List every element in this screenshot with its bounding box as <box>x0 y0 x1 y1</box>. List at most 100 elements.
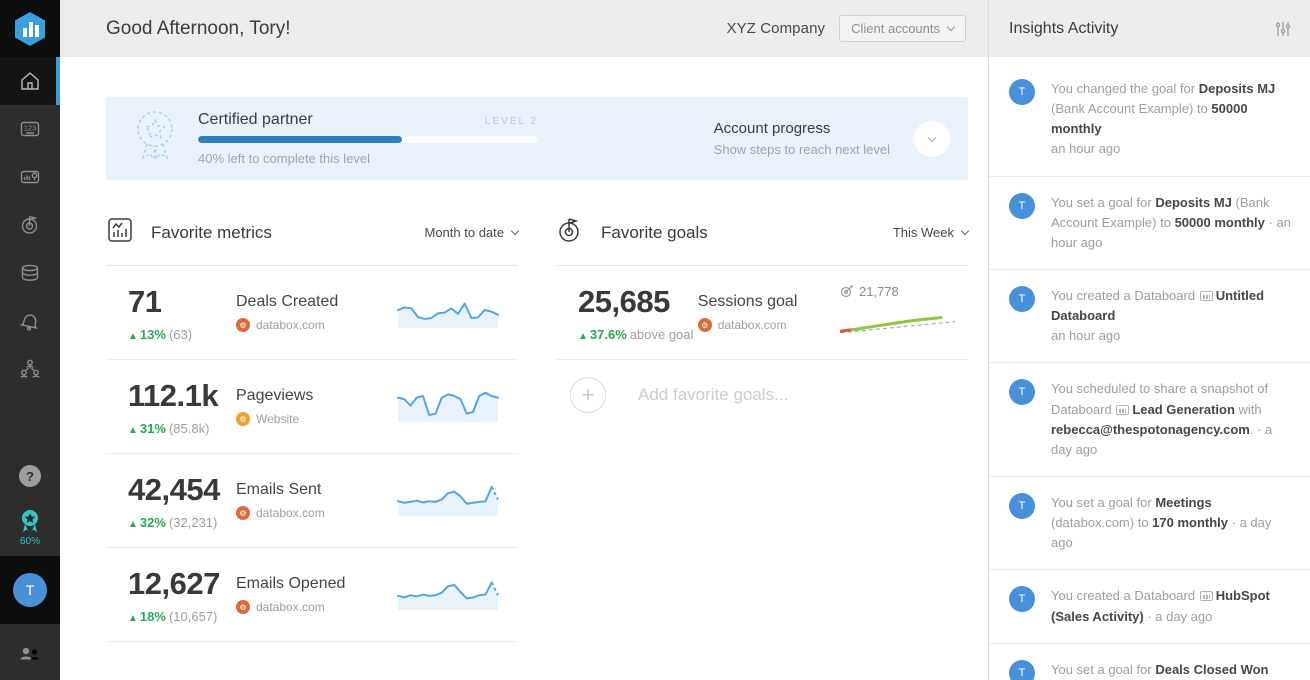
sparkline-chart <box>397 302 499 328</box>
activity-link[interactable]: Deposits MJ <box>1198 81 1276 96</box>
progress-badge[interactable]: 60% <box>0 498 60 556</box>
delta-percent: 13% <box>139 326 166 342</box>
metric-value-block: 42,454 ▲ 32% (32,231) <box>106 472 236 530</box>
account-progress-toggle[interactable]: Account progress Show steps to reach nex… <box>714 120 950 157</box>
sidebar-item-home[interactable] <box>0 57 60 105</box>
activity-link[interactable]: Lead Generation <box>1132 401 1235 417</box>
help-button[interactable]: ? <box>0 454 60 498</box>
goal-source: ⚙ databox.com <box>697 318 840 332</box>
sparkline-chart <box>397 581 499 610</box>
avatar: T <box>1009 492 1035 519</box>
activity-item[interactable]: T You scheduled to share a snapshot of Da… <box>989 363 1310 477</box>
user-avatar-block[interactable]: T <box>0 556 60 624</box>
hubspot-icon: ⚙ <box>236 318 250 332</box>
activity-plain-text: with <box>1234 401 1262 417</box>
delta-suffix: above goal <box>629 326 694 342</box>
main-header: Good Afternoon, Tory! XYZ Company Client… <box>60 0 988 57</box>
metric-value-block: 71 ▲ 13% (63) <box>106 284 236 342</box>
databoard-icon <box>1199 290 1213 301</box>
level-progress-bar <box>198 136 538 143</box>
metric-title-block: Deals Created ⚙ databox.com <box>236 293 388 332</box>
sparkline-chart <box>397 391 499 422</box>
sidebar-item-databoards[interactable] <box>0 153 60 201</box>
activity-plain-text: You changed the goal for <box>1051 81 1199 96</box>
delta-up-icon: ▲ <box>128 518 138 530</box>
activity-timestamp: · a day ago <box>1051 515 1272 551</box>
sidebar-item-metrics[interactable]: 123 <box>0 105 60 153</box>
metric-row[interactable]: 12,627 ▲ 18% (10,657) Emails Opened ⚙ databox.… <box>106 548 518 642</box>
activity-link[interactable]: Meetings <box>1155 494 1212 510</box>
activity-item[interactable]: T You set a goal for Deposits MJ (Bank Ac… <box>989 177 1310 270</box>
metric-source: ⚙ databox.com <box>236 318 388 332</box>
analytics-icon: ⚙ <box>236 412 250 426</box>
activity-plain-text: You created a Databoard <box>1051 287 1199 303</box>
metric-row[interactable]: 42,454 ▲ 32% (32,231) Emails Sent ⚙ databox.co… <box>106 454 518 548</box>
switch-account-button[interactable] <box>0 624 60 680</box>
org-users-icon <box>20 359 40 378</box>
switch-user-icon <box>20 647 39 660</box>
activity-link[interactable]: HubSpot (Sales Activity) <box>1051 588 1270 624</box>
activity-item[interactable]: T You created a Databoard Untitled Databo… <box>989 270 1310 364</box>
activity-link[interactable]: Untitled Databoard <box>1051 287 1265 324</box>
activity-item[interactable]: T You set a goal for Meetings (databox.co… <box>989 477 1310 571</box>
account-progress-title: Account progress <box>713 120 831 137</box>
home-icon <box>21 72 39 90</box>
databoards-icon <box>20 170 40 184</box>
activity-link[interactable]: rebecca@thespotonagency.com <box>1051 421 1250 437</box>
sidebar-item-goals[interactable] <box>0 201 60 249</box>
databox-logo[interactable] <box>0 0 60 57</box>
metric-row[interactable]: 71 ▲ 13% (63) Deals Created ⚙ databox.com <box>106 266 518 360</box>
activity-link[interactable]: 50000 monthly <box>1051 101 1248 137</box>
metrics-123-icon: 123 <box>20 121 40 137</box>
avatar: T <box>1009 79 1035 105</box>
add-favorite-goals-button[interactable]: + Add favorite goals... <box>556 360 968 430</box>
metric-delta: ▲ 31% (85.8k) <box>128 421 236 436</box>
activity-filter-button[interactable] <box>1274 20 1292 38</box>
goals-range-dropdown[interactable]: This Week <box>893 225 970 240</box>
activity-link[interactable]: Deals Closed Won Amount <box>1155 661 1269 677</box>
client-accounts-dropdown[interactable]: Client accounts <box>839 15 966 42</box>
sidebar-item-account[interactable] <box>0 345 60 393</box>
goal-target-value: 21,778 <box>859 283 899 299</box>
metric-title-block: Emails Sent ⚙ databox.com <box>236 481 388 520</box>
activity-plain-text: You set a goal for <box>1051 661 1156 677</box>
goal-delta: ▲ 37.6% above goal <box>578 327 698 342</box>
metric-value: 71 <box>128 283 162 319</box>
activity-item[interactable]: T You changed the goal for Deposits MJ (B… <box>989 63 1310 177</box>
sidebar-item-data-sources[interactable] <box>0 249 60 297</box>
delta-up-icon: ▲ <box>128 612 138 624</box>
delta-percent: 31% <box>139 420 166 436</box>
activity-text: You set a goal for Meetings (databox.com… <box>1051 493 1292 553</box>
hubspot-icon: ⚙ <box>236 600 250 614</box>
previous-value: (85.8k) <box>168 420 210 436</box>
metric-row[interactable]: 112.1k ▲ 31% (85.8k) Pageviews ⚙ Website <box>106 360 518 454</box>
goal-row[interactable]: 25,685 ▲ 37.6% above goal Sessions goal ⚙ data… <box>556 266 968 360</box>
activity-link[interactable]: 50000 monthly <box>1174 214 1265 230</box>
activity-text: You scheduled to share a snapshot of Dat… <box>1051 379 1292 460</box>
activity-text: You set a goal for Deposits MJ (Bank Acc… <box>1051 193 1292 253</box>
bell-icon <box>19 314 38 331</box>
database-icon <box>21 264 39 281</box>
metric-title: Pageviews <box>236 387 314 404</box>
activity-item[interactable]: T You created a Databoard HubSpot (Sales … <box>989 570 1310 644</box>
metric-delta: ▲ 18% (10,657) <box>128 609 236 624</box>
expand-steps-button[interactable] <box>914 120 950 157</box>
chevron-down-icon <box>960 226 970 236</box>
activity-item[interactable]: T You set a goal for Deals Closed Won Amo… <box>989 644 1310 680</box>
metric-source: ⚙ databox.com <box>236 506 388 520</box>
metrics-range-dropdown[interactable]: Month to date <box>425 225 520 240</box>
favorite-goals-section: Favorite goals This Week 25,685 ▲ 37.6% abo… <box>556 216 970 642</box>
activity-link[interactable]: 170 monthly <box>1152 515 1229 531</box>
activity-text: You changed the goal for Deposits MJ (Ba… <box>1051 79 1292 160</box>
avatar: T <box>1009 379 1035 406</box>
metric-title: Emails Sent <box>236 481 322 498</box>
avatar: T <box>13 573 47 607</box>
section-title: Favorite metrics <box>151 222 272 242</box>
sidebar: 123 ? 60% T <box>0 0 60 680</box>
activity-link[interactable]: Deposits MJ <box>1155 194 1232 210</box>
activity-timestamp: an hour ago <box>1051 141 1121 157</box>
goal-title: Sessions goal <box>697 293 798 310</box>
level-label: LEVEL 2 <box>484 116 538 127</box>
sidebar-item-alerts[interactable] <box>0 297 60 345</box>
badge-percent: 60% <box>19 535 40 547</box>
